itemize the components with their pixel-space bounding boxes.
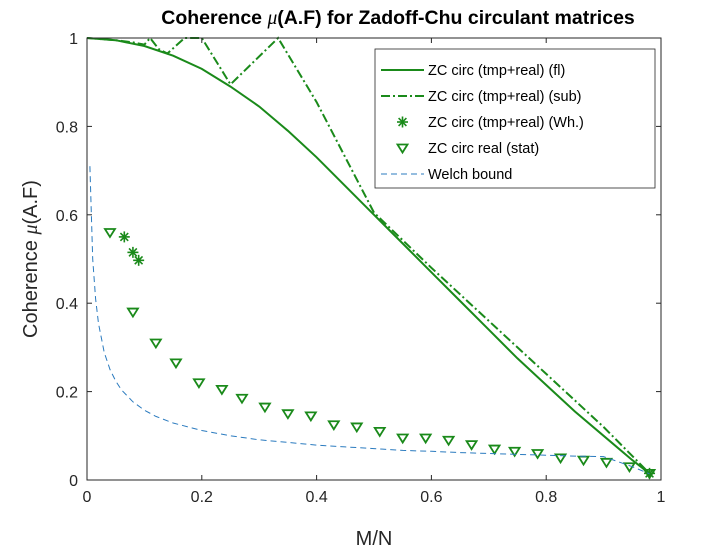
data-point [149, 338, 163, 350]
data-point [304, 411, 318, 423]
y-tick-label: 0 [69, 473, 78, 490]
legend-swatch [395, 143, 410, 155]
data-point [622, 462, 637, 473]
data-point [133, 254, 145, 266]
data-point [258, 402, 272, 414]
legend-item-zc-circ-real-stat: ZC circ real (stat) [395, 141, 539, 157]
y-tick-label: 0.4 [56, 296, 78, 313]
data-point [169, 358, 183, 370]
y-tick-label: 0.2 [56, 385, 78, 402]
legend-item-zc-circ-tmp-real-wh: ZC circ (tmp+real) (Wh.) [397, 115, 584, 131]
chart-title: Coherence μ(A.F) for Zadoff-Chu circulan… [161, 7, 635, 29]
y-axis-label: Coherence μ(A.F) [20, 180, 42, 338]
data-point [396, 433, 410, 445]
data-point [118, 231, 130, 243]
data-point [487, 444, 502, 456]
x-axis-label: M/N [356, 528, 393, 550]
data-point [350, 422, 364, 434]
data-point [103, 228, 117, 239]
data-point [327, 420, 341, 431]
data-point [235, 393, 249, 405]
data-point [373, 426, 387, 438]
legend-label: ZC circ (tmp+real) (fl) [428, 63, 565, 79]
legend-box [374, 48, 656, 189]
legend-item-zc-circ-tmp-real-sub: ZC circ (tmp+real) (sub) [381, 89, 581, 105]
series-zc-circ-real-stat [103, 228, 657, 480]
legend-item-zc-circ-tmp-real-fl: ZC circ (tmp+real) (fl) [381, 63, 565, 79]
series-zc-circ-tmp-real-sub [86, 36, 651, 475]
legend: ZC circ (tmp+real) (fl) ZC circ (tmp+real… [374, 48, 656, 189]
series-line-zc-circ-tmp-real-fl [86, 37, 651, 475]
x-tick-label: 0.6 [420, 489, 442, 506]
data-point [530, 449, 545, 460]
legend-item-welch-bound: Welch bound [381, 167, 512, 183]
data-point [127, 246, 139, 258]
data-point [441, 435, 456, 447]
x-tick-label: 0.2 [191, 489, 213, 506]
y-tick-label: 1 [69, 31, 78, 48]
y-tick-label: 0.8 [56, 119, 78, 136]
legend-label: ZC circ (tmp+real) (sub) [428, 89, 581, 105]
data-point [192, 378, 206, 389]
x-tick-label: 0.8 [535, 489, 557, 506]
data-point [508, 446, 522, 458]
axes-box [86, 37, 662, 481]
data-point [464, 440, 479, 451]
legend-label: ZC circ real (stat) [428, 141, 539, 157]
data-point [642, 468, 657, 480]
y-tick-label: 0.6 [56, 208, 78, 225]
ticks-layer: 0 0.2 0.4 0.6 0.8 1 0 0.2 0.4 0.6 0.8 1 [56, 31, 666, 506]
legend-label: ZC circ (tmp+real) (Wh.) [428, 115, 584, 131]
data-point [126, 307, 140, 319]
data-point [553, 453, 568, 465]
legend-label: Welch bound [428, 167, 512, 183]
x-tick-label: 0.4 [305, 489, 327, 506]
x-tick-label: 0 [83, 489, 92, 506]
data-point [281, 409, 295, 420]
data-point [215, 384, 229, 396]
series-line-zc-circ-tmp-real-sub [86, 36, 651, 475]
legend-swatch [397, 116, 408, 128]
data-point [599, 457, 614, 469]
series-zc-circ-tmp-real-fl [86, 37, 651, 475]
data-point [419, 433, 433, 445]
series-layer [86, 36, 657, 480]
x-tick-label: 1 [657, 489, 666, 506]
